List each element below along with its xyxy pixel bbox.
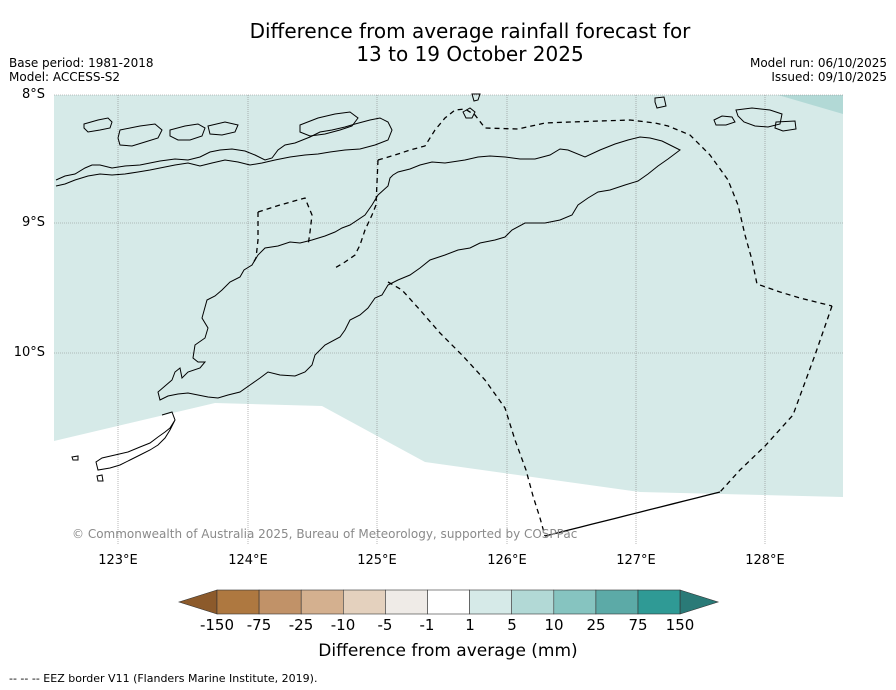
- pantar-coastline: [117, 123, 163, 147]
- alor-coastline: [83, 117, 113, 133]
- title-line-2: 13 to 19 October 2025: [356, 42, 584, 66]
- copyright-notice: © Commonwealth of Australia 2025, Bureau…: [72, 527, 578, 541]
- solor-coastline: [207, 121, 239, 136]
- base-period: Base period: 1981-2018: [9, 56, 154, 70]
- meta-right: Model run: 06/10/2025 Issued: 09/10/2025: [750, 56, 887, 84]
- colorbar-tick: -75: [246, 616, 272, 634]
- lembata-coastline: [169, 123, 206, 141]
- model-name: Model: ACCESS-S2: [9, 70, 121, 84]
- timor-coastline: [157, 136, 681, 401]
- colorbar-tick: -25: [288, 616, 314, 634]
- colorbar-tick: -150: [199, 616, 235, 634]
- rote-coastline: [95, 411, 176, 471]
- eez-footnote: -- -- -- EEZ border V11 (Flanders Marine…: [9, 672, 318, 685]
- meta-left: Base period: 1981-2018 Model: ACCESS-S2: [9, 56, 154, 84]
- colorbar-tick: 5: [507, 616, 517, 634]
- map-title: Difference from average rainfall forecas…: [0, 20, 896, 66]
- sermata-coastline: [774, 120, 797, 132]
- colorbar-label: Difference from average (mm): [318, 641, 578, 661]
- colorbar-tick: 1: [465, 616, 475, 634]
- lat-label-9s: 9°S: [21, 215, 45, 230]
- eez-border-east: [719, 305, 833, 493]
- kisar-coastline: [471, 93, 481, 102]
- flores-coastline: [55, 117, 393, 187]
- lat-label-10s: 10°S: [13, 345, 45, 360]
- atauro-coastline: [462, 107, 476, 119]
- issued-date: Issued: 09/10/2025: [771, 70, 887, 84]
- rote-islet-1: [71, 455, 79, 461]
- eez-border-north: [334, 108, 833, 307]
- lon-label-127e: 127°E: [616, 553, 656, 568]
- colorbar-tick: 150: [665, 616, 695, 634]
- lon-label-123e: 123°E: [98, 553, 138, 568]
- colorbar-tick: -1: [419, 616, 435, 634]
- moa-coastline: [713, 115, 736, 126]
- eez-border: [251, 108, 833, 537]
- lon-label-128e: 128°E: [745, 553, 785, 568]
- colorbar-tick: -5: [377, 616, 393, 634]
- colorbar-tick: 75: [628, 616, 648, 634]
- eez-border-enclave: [251, 197, 313, 266]
- map-gridlines: [54, 94, 843, 545]
- title-line-1: Difference from average rainfall forecas…: [249, 19, 691, 43]
- lon-label-126e: 126°E: [487, 553, 527, 568]
- colorbar-tick: 25: [586, 616, 606, 634]
- rainfall-anomaly-area: [54, 95, 843, 497]
- colorbar-tick: -10: [330, 616, 356, 634]
- model-run: Model run: 06/10/2025: [749, 56, 887, 70]
- eez-border-arafura: [544, 491, 721, 537]
- eez-border-south: [387, 281, 546, 537]
- lon-label-124e: 124°E: [228, 553, 268, 568]
- colorbar-tick: 10: [544, 616, 564, 634]
- wetar-coastline: [299, 111, 359, 137]
- leti-coastline: [654, 96, 667, 109]
- rainfall-anomaly-high-area: [778, 95, 843, 114]
- lakor-coastline: [735, 107, 783, 128]
- lon-label-125e: 125°E: [357, 553, 397, 568]
- lat-label-8s: 8°S: [21, 87, 45, 102]
- rote-islet-2: [96, 474, 104, 482]
- coastlines: [55, 93, 797, 482]
